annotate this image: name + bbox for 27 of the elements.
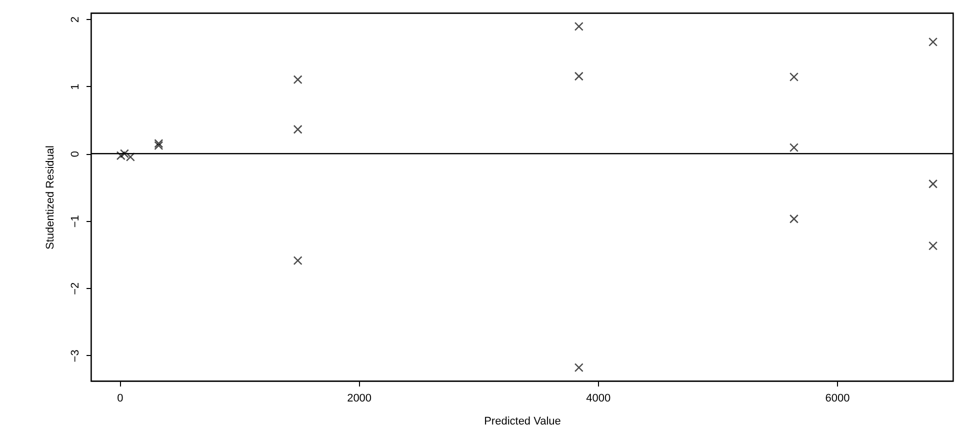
x-tick-label: 6000: [825, 392, 850, 404]
x-axis-title: Predicted Value: [484, 416, 561, 428]
point: [574, 363, 584, 372]
y-tick-label: −2: [70, 282, 82, 295]
point: [154, 141, 164, 150]
point: [789, 72, 799, 82]
point: [154, 138, 164, 148]
point: [928, 179, 938, 188]
y-tick-label: −3: [70, 350, 82, 362]
x-tick-label: 2000: [347, 392, 372, 404]
point: [293, 124, 302, 134]
x-tick-label: 0: [117, 392, 124, 404]
y-tick-label: −1: [70, 215, 82, 228]
x-tick-label: 4000: [586, 392, 611, 404]
point: [928, 37, 938, 46]
y-tick-label: 1: [70, 84, 82, 90]
point: [789, 214, 799, 224]
point: [574, 72, 584, 81]
point: [293, 256, 302, 266]
y-tick-label: 0: [70, 151, 82, 158]
point: [789, 143, 799, 152]
point: [120, 149, 129, 158]
point: [574, 22, 584, 31]
y-axis-title: Studentized Residual: [44, 146, 56, 250]
point: [928, 241, 938, 250]
y-tick-label: 2: [70, 16, 82, 23]
point: [293, 75, 302, 84]
